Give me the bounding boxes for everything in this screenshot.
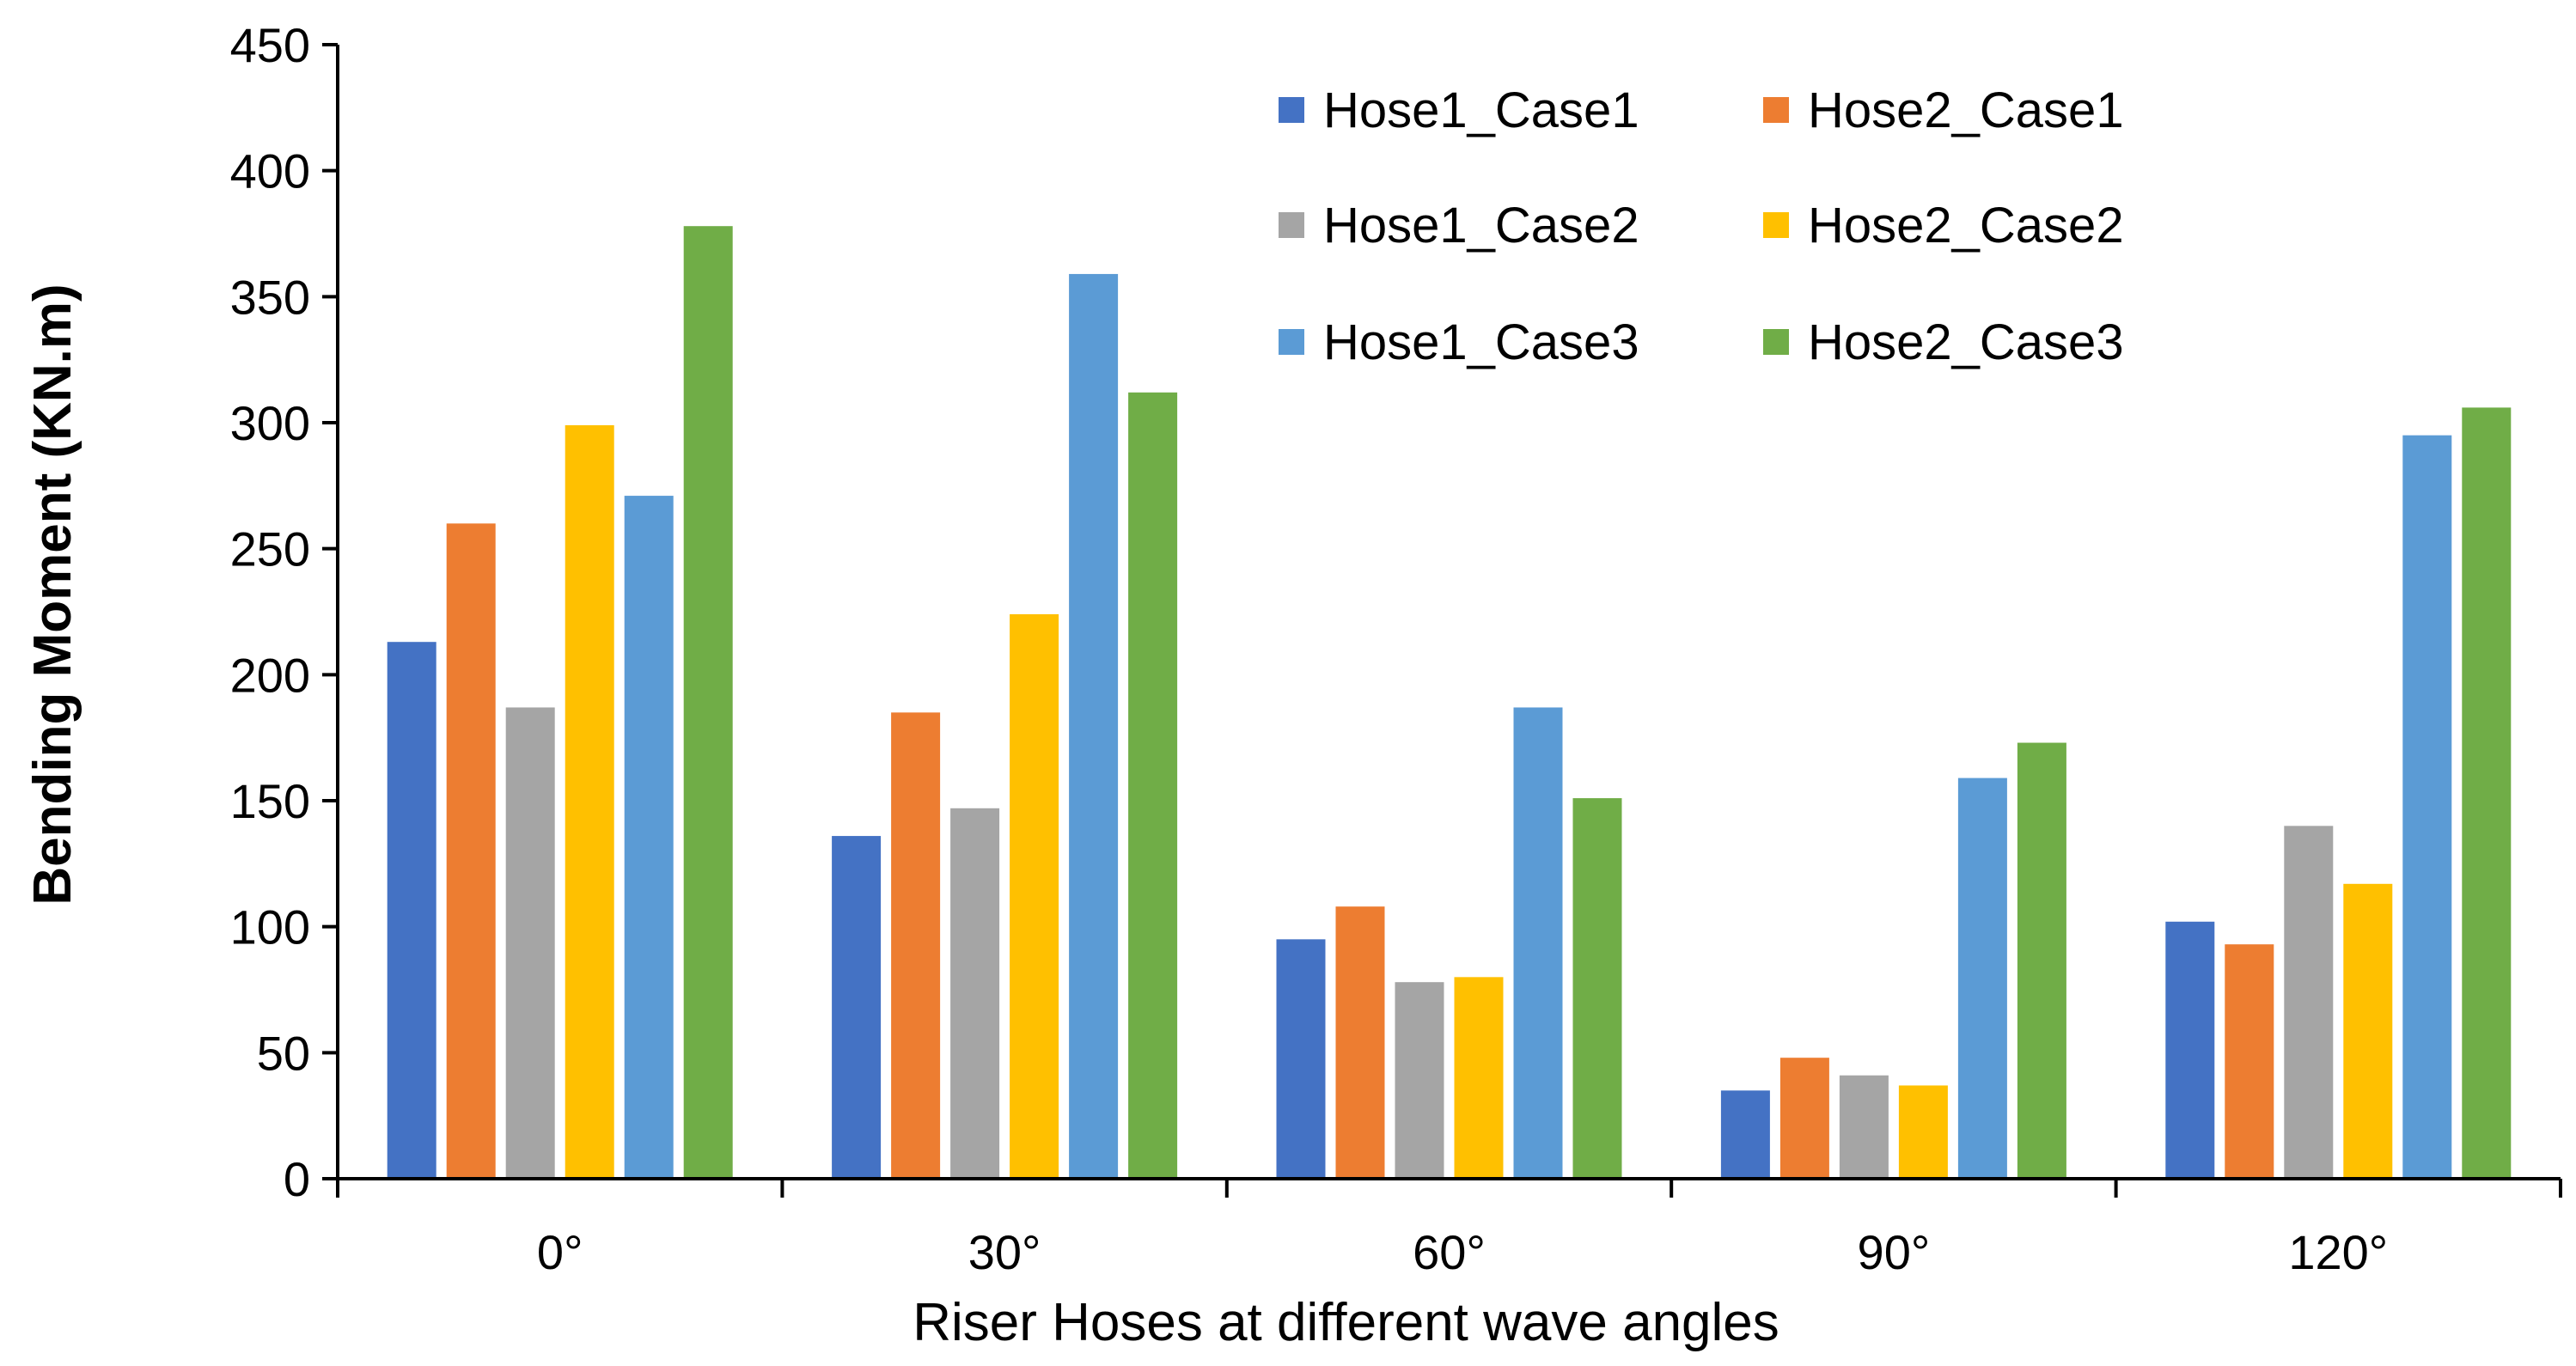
y-tick-label: 0: [284, 1152, 310, 1206]
bar-hose1-case2: [505, 707, 555, 1179]
bar-hose1-case3: [2402, 435, 2452, 1180]
legend-label: Hose2_Case3: [1808, 314, 2124, 370]
legend-swatch: [1279, 97, 1304, 123]
bar-hose2-case2: [565, 424, 614, 1179]
bar-hose1-case2: [1839, 1075, 1889, 1179]
y-tick-label: 350: [230, 270, 310, 324]
bar-hose1-case1: [2165, 921, 2215, 1179]
y-tick-label: 400: [230, 144, 310, 198]
legend: Hose1_Case1 Hose2_Case1 Hose1_Case2 Hose2_C…: [1279, 82, 2124, 370]
bar-hose1-case3: [1513, 707, 1563, 1179]
bar-hose1-case3: [1957, 778, 2007, 1179]
legend-label: Hose2_Case1: [1808, 82, 2124, 138]
bar-hose2-case3: [2462, 407, 2512, 1179]
bar-hose2-case2: [1010, 613, 1059, 1179]
y-tick-label: 300: [230, 396, 310, 450]
bar-hose1-case1: [1276, 939, 1326, 1179]
bar-hose2-case3: [683, 226, 733, 1180]
legend-swatch: [1763, 212, 1789, 238]
legend-label: Hose1_Case1: [1323, 82, 1639, 138]
bar-hose2-case2: [2343, 883, 2393, 1179]
y-tick-label: 250: [230, 522, 310, 576]
bar-hose1-case1: [387, 642, 436, 1179]
bar-hose1-case1: [832, 836, 882, 1179]
bar-hose2-case3: [2017, 742, 2066, 1179]
legend-swatch: [1279, 329, 1304, 355]
bar-hose1-case3: [624, 496, 674, 1179]
bar-hose2-case3: [1128, 392, 1178, 1179]
y-axis-title: Bending Moment (KN.m): [23, 284, 82, 905]
bars-layer: [387, 226, 2512, 1180]
legend-swatch: [1763, 97, 1789, 123]
bar-hose2-case1: [1779, 1058, 1829, 1179]
bar-hose2-case1: [2225, 944, 2274, 1179]
legend-swatch: [1763, 329, 1789, 355]
bar-hose1-case2: [2284, 826, 2334, 1179]
y-tick-label: 50: [257, 1026, 310, 1080]
bar-hose2-case1: [1335, 906, 1385, 1179]
legend-label: Hose1_Case3: [1323, 314, 1639, 370]
y-ticks: 0 50 100 150 200 250 300 350 400 450: [230, 18, 338, 1206]
x-tick-label: 0°: [537, 1225, 583, 1279]
bar-hose1-case3: [1069, 273, 1119, 1179]
y-tick-label: 200: [230, 648, 310, 702]
bar-hose1-case1: [1720, 1090, 1770, 1179]
x-axis-title: Riser Hoses at different wave angles: [913, 1293, 1779, 1352]
bar-hose2-case1: [891, 712, 941, 1179]
y-tick-label: 150: [230, 774, 310, 828]
bar-hose1-case2: [950, 808, 1000, 1179]
legend-label: Hose1_Case2: [1323, 198, 1639, 253]
bar-hose2-case3: [1572, 798, 1622, 1179]
x-tick-label: 120°: [2288, 1225, 2388, 1279]
legend-swatch: [1279, 212, 1304, 238]
x-tick-label: 60°: [1413, 1225, 1486, 1279]
bar-hose2-case2: [1454, 977, 1504, 1179]
legend-label: Hose2_Case2: [1808, 198, 2124, 253]
axes-layer: [336, 45, 2561, 1180]
y-tick-label: 100: [230, 900, 310, 954]
x-ticks: 0° 30° 60° 90° 120°: [336, 1179, 2562, 1279]
x-tick-label: 90°: [1858, 1225, 1931, 1279]
y-tick-label: 450: [230, 18, 310, 72]
bar-hose2-case1: [446, 523, 496, 1179]
bar-hose1-case2: [1395, 982, 1444, 1179]
bar-hose2-case2: [1898, 1085, 1948, 1179]
x-tick-label: 30°: [968, 1225, 1041, 1279]
